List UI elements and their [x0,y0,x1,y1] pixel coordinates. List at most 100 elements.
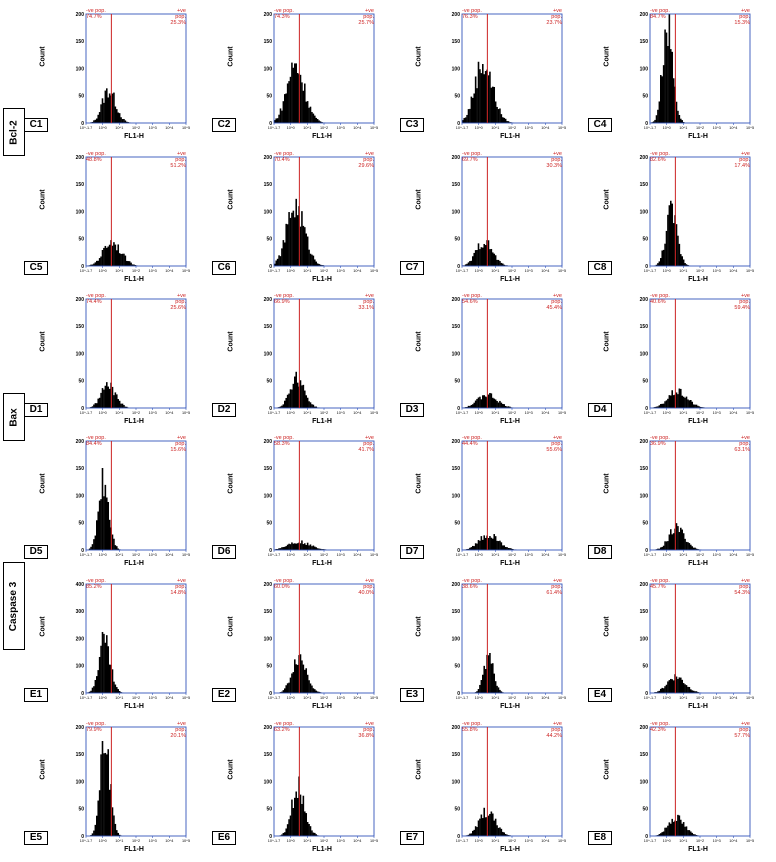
x-tick-label: 10^1 [303,411,311,415]
positive-population: +ve pop. 63.1% [732,435,750,453]
histogram-bar [688,687,691,693]
negative-population: -ve pop. 38.6% [462,578,482,590]
neg-pop-label: -ve pop. [274,435,294,441]
y-tick-label: 0 [457,548,460,554]
histogram-bar [309,544,312,550]
group-label: Bcl-2 [8,119,20,145]
histogram-bar [494,681,497,693]
histogram-bar [509,406,511,408]
x-tick-label: 10^3 [337,411,345,415]
histogram-bar [497,402,500,408]
y-tick-label: 0 [645,406,648,412]
y-tick-label: 0 [645,121,648,127]
positive-population: +ve pop. 51.2% [168,151,186,169]
histogram-bar [90,406,92,408]
histogram-bar [108,789,111,836]
histogram-bar [96,676,98,693]
x-tick-label: 10^4 [541,553,549,557]
pos-pop-label: +ve pop. [175,578,186,590]
histogram-bar [502,545,504,550]
histogram-bar [111,386,114,408]
pos-pop-label: +ve pop. [551,8,562,20]
histogram-bar [469,261,471,266]
histogram-bar [316,691,319,693]
x-tick-label: 10^3 [525,411,533,415]
plot-frame [461,156,563,267]
neg-pop-label: -ve pop. [86,151,106,157]
neg-pop-label: -ve pop. [86,578,106,584]
histogram-svg: 0 50 100 150 200 10^-1.7 10^0 10^1 10^2 10^3 10^4 1… [640,155,754,273]
histogram-bar [500,262,503,266]
panel-label: C1 [24,118,48,132]
histogram-bar [106,382,108,408]
negative-population: -ve pop. 82.6% [650,151,670,163]
histogram-bar [314,406,316,408]
histogram-bar [90,835,92,836]
histogram-bar [308,545,310,550]
y-tick-label: 150 [264,466,273,472]
histogram-bar [314,259,316,266]
plot-frame [273,440,375,551]
histogram-bar [480,680,483,693]
x-tick-label: 10^-1.7 [456,839,469,843]
histogram-bar [318,263,320,266]
pos-pop-percent: 61.4% [546,590,562,596]
x-axis-label: FL1-H [124,418,144,425]
histogram-bar [470,260,473,266]
histogram-bars [462,61,514,123]
histogram-bar [661,832,664,836]
histogram-bar [302,544,305,550]
pos-pop-label: +ve pop. [363,293,374,305]
x-axis-label: FL1-H [688,418,708,425]
x-tick-label: 10^-1.7 [456,696,469,700]
y-tick-label: 200 [640,439,649,445]
histogram-bars [90,88,131,123]
pos-pop-percent: 23.7% [546,20,562,26]
y-tick-label: 150 [640,182,649,188]
histogram-bar [289,677,292,693]
y-axis-label: Count [415,759,423,780]
x-tick-label: 10^1 [679,696,687,700]
positive-population: +ve pop. 59.4% [732,293,750,311]
neg-pop-label: -ve pop. [274,8,294,14]
histogram-bar [473,93,476,123]
histogram-bar [489,392,491,408]
histogram-bar [677,394,679,408]
histogram-svg: 0 50 100 150 200 10^-1.7 10^0 10^1 10^2 10^3 10^4 1… [76,725,190,843]
histogram-bar [123,404,125,408]
histogram-panel: 0 50 100 150 200 10^-1.7 10^0 10^1 10^2 10^3 10^4 1… [400,575,580,715]
histogram-bar [316,263,319,266]
histogram-bar [315,547,318,550]
x-tick-label: 10^5 [182,839,190,843]
histogram-panel: 0 50 100 150 200 10^-1.7 10^0 10^1 10^2 10^3 10^4 1… [588,5,768,145]
histogram-bar [107,246,110,266]
neg-pop-percent: 58.3% [274,441,290,447]
y-tick-label: 100 [76,351,85,357]
histogram-bar [321,122,323,123]
x-axis-label: FL1-H [312,133,332,140]
x-tick-label: 10^0 [475,269,483,273]
panel-label: C3 [400,118,424,132]
y-tick-label: 100 [264,66,273,72]
histogram-bar [464,117,467,123]
histogram-bar [661,546,664,550]
histogram-bar [472,830,474,836]
histogram-bar [664,827,666,836]
y-tick-label: 100 [76,66,85,72]
y-tick-label: 0 [457,121,460,127]
histogram-bar [120,117,122,123]
positive-population: +ve pop. 36.8% [356,721,374,739]
histogram-bar [306,397,309,408]
x-tick-label: 10^1 [491,126,499,130]
negative-population: -ve pop. 74.3% [274,8,294,20]
histogram-bar [288,819,290,836]
histogram-bar [101,388,104,408]
y-tick-label: 150 [452,752,461,758]
positive-population: +ve pop. 14.8% [168,578,186,596]
histogram-bar [309,402,312,408]
histogram-bar [97,800,100,836]
histogram-bar [315,690,318,693]
x-tick-label: 10^2 [132,553,140,557]
histogram-bar [114,545,117,550]
y-tick-label: 100 [640,66,649,72]
